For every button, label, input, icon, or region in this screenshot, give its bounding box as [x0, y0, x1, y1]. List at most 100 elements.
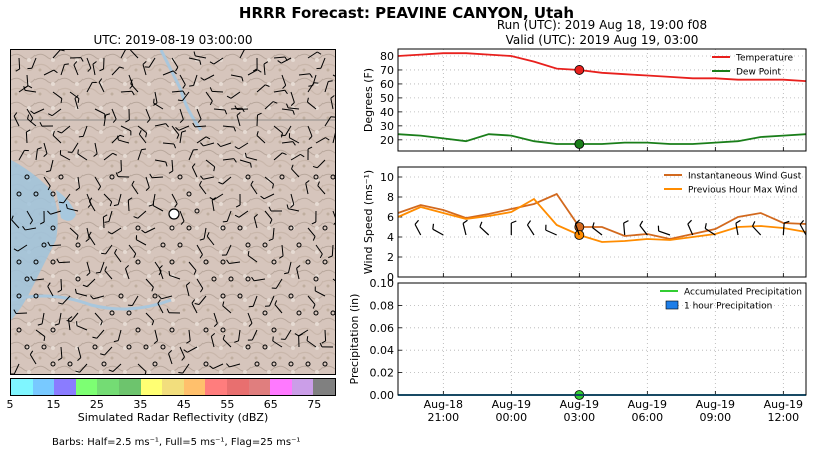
calm-wind-circle [177, 174, 183, 180]
chart-panel-3: 0.00 0.02 0.04 0.06 0.08 0.10 Precipitation (i… [348, 277, 807, 402]
wind-barb [281, 108, 295, 115]
calm-wind-circle [135, 259, 141, 265]
y-tick-label: 50 [380, 92, 394, 105]
wind-barb [168, 159, 174, 174]
wind-barb [149, 173, 164, 179]
wind-barb [317, 181, 326, 195]
colorbar-swatch [118, 379, 141, 395]
colorbar-label: Simulated Radar Reflectivity (dBZ) [77, 411, 269, 424]
wind-barb [95, 261, 105, 274]
wind-barb [54, 312, 62, 326]
wind-barb [103, 152, 117, 161]
wind-barb [171, 57, 179, 72]
wind-barb [98, 78, 105, 93]
wind-barb [230, 74, 244, 82]
wind-barb [15, 57, 21, 72]
wind-barb [327, 244, 334, 259]
wind-barb [103, 193, 113, 207]
wind-barb [332, 278, 335, 287]
wind-barb [194, 295, 207, 305]
calm-wind-circle [313, 310, 319, 316]
calm-wind-circle [24, 276, 30, 282]
calm-wind-circle [160, 344, 166, 350]
wind-barb [209, 87, 224, 93]
calm-wind-circle [237, 225, 243, 231]
wind-barb [111, 134, 125, 144]
wind-barb [306, 97, 317, 110]
wind-barb [137, 125, 148, 138]
wind-barb [312, 159, 326, 169]
calm-wind-circle [271, 259, 277, 265]
wind-barb [85, 227, 90, 242]
wind-barb [120, 125, 132, 136]
calm-wind-circle [194, 208, 200, 214]
wind-barb [158, 295, 173, 300]
calm-wind-circle [245, 174, 251, 180]
wind-barb [226, 363, 241, 368]
wind-barb [13, 309, 28, 314]
y-tick-label: 4 [387, 231, 394, 244]
wind-barb [76, 321, 88, 331]
wind-barb [104, 210, 113, 223]
wind-barb [141, 227, 156, 234]
wind-barb [117, 135, 130, 144]
wind-barb [291, 164, 300, 178]
wind-barb [191, 163, 198, 178]
calm-wind-circle [50, 361, 56, 367]
wind-barb [130, 79, 139, 93]
calm-wind-circle [279, 174, 285, 180]
legend-label: Instantaneous Wind Gust [688, 172, 802, 182]
wind-barb [153, 329, 159, 344]
wind-barb [158, 265, 164, 280]
wind-barb [271, 278, 283, 289]
wind-barb [306, 336, 317, 348]
wind-barb [234, 329, 241, 343]
calm-wind-circle [288, 293, 294, 299]
wind-barb [65, 203, 79, 212]
wind-barb [179, 74, 186, 89]
wind-barb [52, 91, 63, 104]
wind-barb [191, 299, 198, 314]
wind-barb [286, 103, 300, 110]
colorbar-swatch [140, 379, 163, 395]
wind-barb [29, 350, 37, 365]
wind-barb [177, 91, 190, 102]
wind-barb [222, 334, 232, 348]
calm-wind-circle [92, 344, 98, 350]
y-tick-label: 0 [387, 271, 394, 284]
wind-barb [290, 91, 295, 106]
wind-barb [30, 108, 45, 115]
wind-barb [78, 125, 88, 138]
wind-barb [137, 148, 147, 161]
calm-wind-circle [203, 259, 209, 265]
calm-wind-circle [75, 242, 81, 248]
wind-barb [90, 295, 105, 300]
wind-barb [307, 82, 319, 93]
calm-wind-circle [322, 361, 328, 367]
wind-barb [113, 193, 122, 207]
wind-barb [284, 261, 292, 275]
calm-wind-circle [16, 259, 22, 265]
wind-barb [432, 223, 444, 236]
wind-barb [138, 130, 147, 144]
calm-wind-circle [245, 276, 251, 282]
series-line-temperature [397, 52, 807, 82]
wind-barb [305, 180, 310, 195]
wind-barb [235, 193, 241, 208]
calm-wind-circle [169, 327, 175, 333]
wind-barb [144, 57, 156, 68]
calm-wind-circle [135, 225, 141, 231]
wind-barb [27, 114, 37, 127]
wind-barb [239, 159, 252, 168]
x-axis-labels: Aug-1821:00Aug-1900:00Aug-1903:00Aug-190… [424, 398, 803, 424]
wind-barb [273, 89, 288, 95]
wind-barb [57, 278, 63, 293]
wind-barb [13, 244, 28, 252]
colorbar-tick-label: 5 [6, 398, 14, 411]
highlight-point [574, 139, 585, 149]
wind-barb [280, 329, 292, 340]
wind-barb [92, 329, 105, 339]
wind-barb [250, 180, 258, 195]
